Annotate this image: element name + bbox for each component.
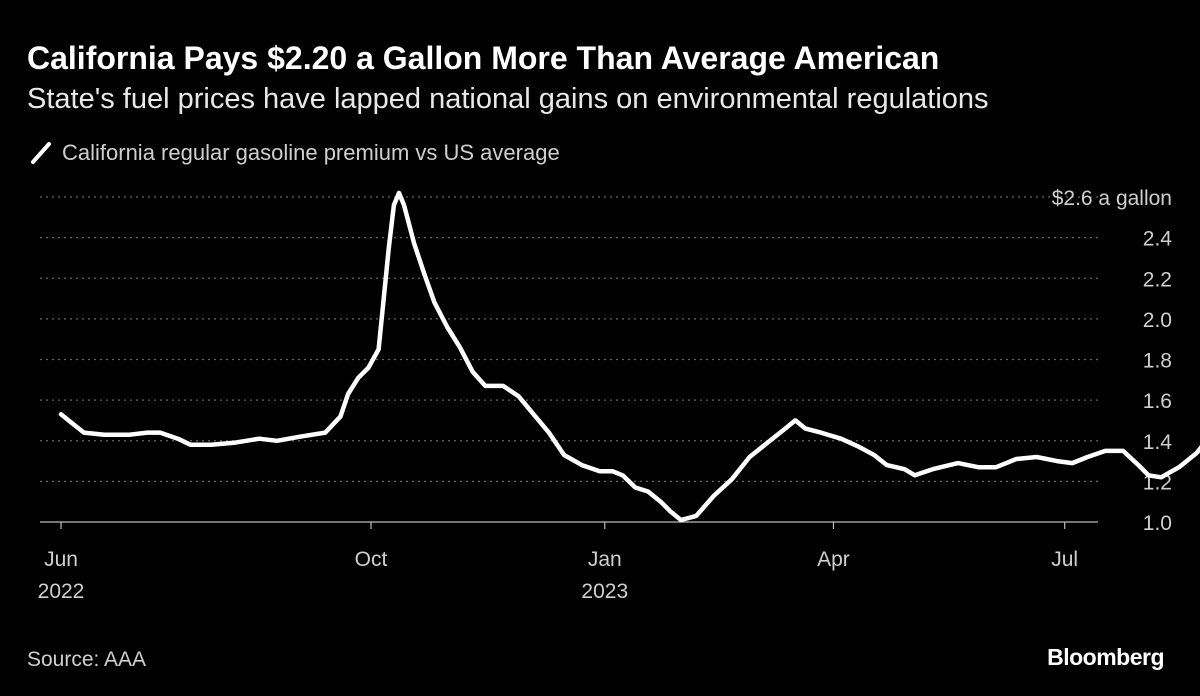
x-tick-label: Jan	[588, 548, 622, 571]
y-tick-label: 2.0	[1143, 309, 1172, 332]
legend: California regular gasoline premium vs U…	[30, 140, 560, 166]
x-tick-label: Oct	[355, 548, 388, 571]
chart-subtitle: State's fuel prices have lapped national…	[27, 83, 989, 115]
y-tick-label: 1.6	[1143, 390, 1172, 413]
source-note: Source: AAA	[27, 648, 147, 671]
legend-label: California regular gasoline premium vs U…	[62, 140, 560, 165]
chart-title: California Pays $2.20 a Gallon More Than…	[27, 40, 940, 76]
y-tick-label: 1.8	[1143, 350, 1172, 373]
x-tick-label: Jun	[44, 548, 78, 571]
x-tick-year-label: 2022	[38, 580, 85, 603]
series-line	[58, 190, 1200, 523]
x-tick-label: Apr	[817, 548, 850, 571]
y-tick-label: $2.6 a gallon	[1052, 187, 1172, 210]
legend-line-icon	[31, 142, 51, 164]
bloomberg-logo: Bloomberg	[1047, 644, 1164, 670]
y-tick-label: 2.2	[1143, 268, 1172, 291]
y-tick-label: 1.0	[1143, 512, 1172, 535]
x-tick-label: Jul	[1051, 548, 1078, 571]
y-tick-label: 2.4	[1143, 228, 1173, 251]
x-tick-year-label: 2023	[581, 580, 628, 603]
y-tick-label: 1.4	[1143, 431, 1173, 454]
